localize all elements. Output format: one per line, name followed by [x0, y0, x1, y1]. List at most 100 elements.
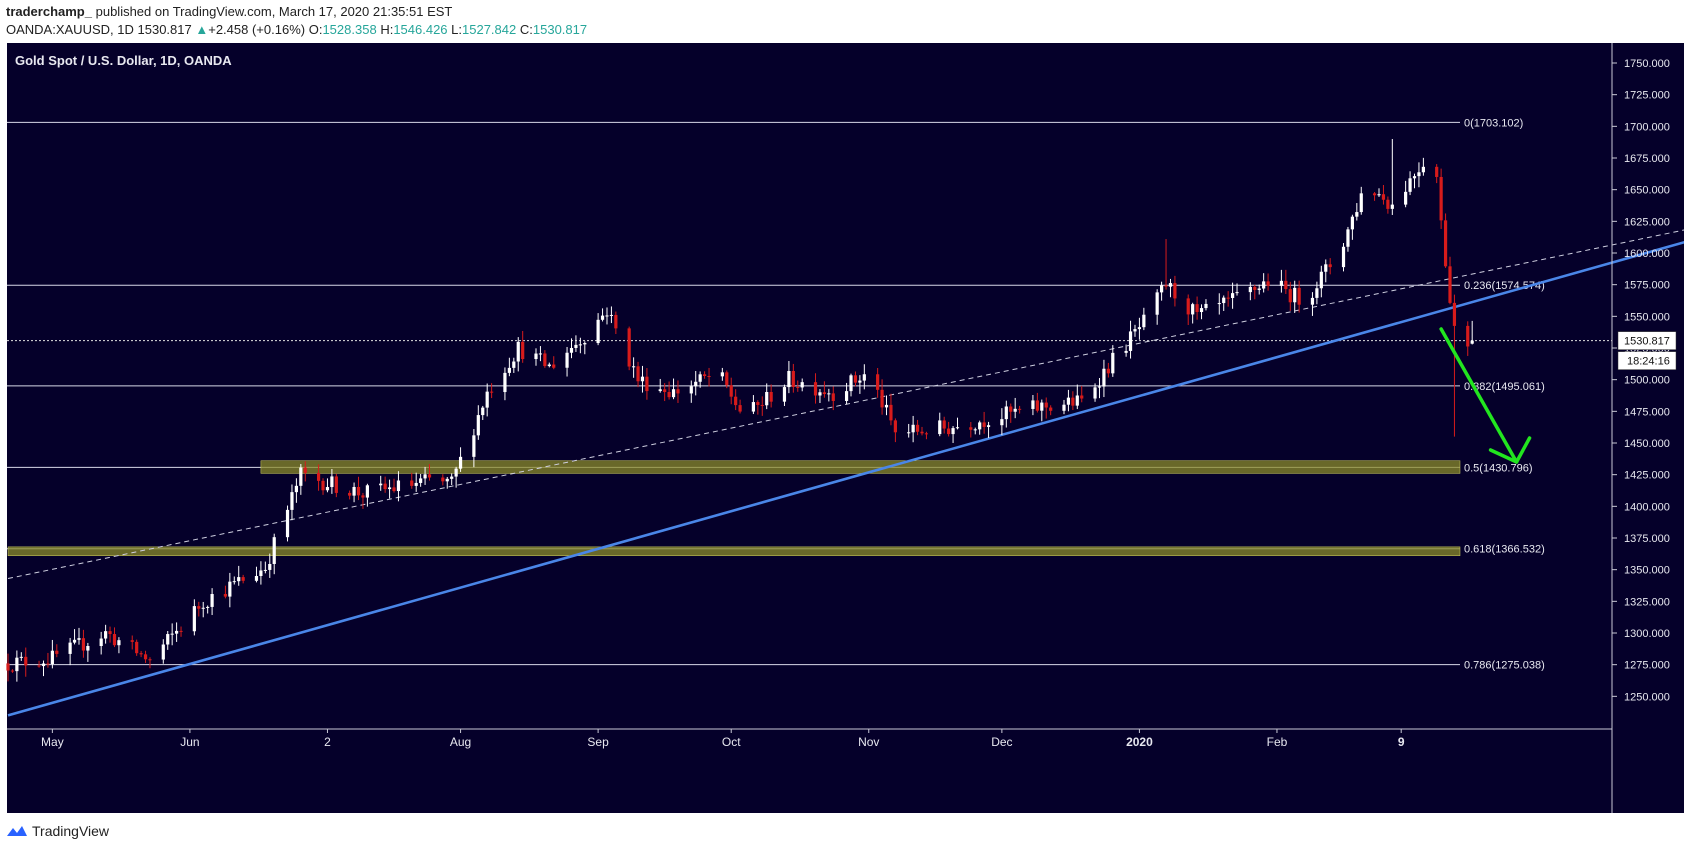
- candle-body: [414, 482, 418, 486]
- up-candle: [849, 373, 853, 397]
- time-tick-label: 2: [324, 735, 331, 749]
- up-candle: [516, 337, 520, 372]
- up-candle: [192, 599, 196, 636]
- up-candle: [77, 627, 81, 645]
- down-candle: [1186, 294, 1190, 325]
- candle-body: [15, 657, 19, 672]
- up-candle: [294, 478, 298, 503]
- candle-body: [1191, 304, 1195, 315]
- candle-body: [1173, 283, 1177, 299]
- candle-body: [698, 374, 702, 382]
- up-candle: [285, 505, 290, 542]
- down-candle: [1284, 269, 1288, 294]
- up-candle: [1124, 344, 1128, 357]
- down-candle: [46, 652, 50, 668]
- candle-body: [1009, 406, 1013, 412]
- candle-body: [334, 476, 338, 493]
- candle-body: [1080, 395, 1084, 399]
- candle-body: [1412, 176, 1417, 179]
- time-axis[interactable]: May Jun 2 Aug Sep Oct Nov Dec 2020 Feb 9: [7, 728, 1612, 749]
- up-candle: [698, 371, 702, 388]
- candle-body: [201, 607, 205, 609]
- down-candle: [1164, 239, 1168, 290]
- candle-body: [108, 631, 112, 635]
- down-candle: [81, 629, 86, 658]
- up-candle: [99, 631, 103, 655]
- up-candle: [1191, 302, 1195, 324]
- candle-body: [769, 392, 773, 402]
- price-chart[interactable]: 0(1703.102) 0.236(1574.574) 0.382(1495.061…: [0, 42, 1684, 815]
- down-candle: [1381, 184, 1386, 205]
- down-candle: [130, 635, 134, 650]
- candle-body: [1355, 212, 1359, 217]
- candle-body: [574, 344, 578, 348]
- up-candle: [299, 464, 303, 495]
- candle-body: [1248, 286, 1252, 293]
- candle-body: [1466, 325, 1470, 347]
- candle-body: [844, 391, 849, 401]
- candle-body: [1049, 407, 1053, 411]
- candle-body: [512, 361, 516, 368]
- down-candle: [1173, 275, 1177, 307]
- candle-body: [880, 389, 884, 408]
- open-label: O:: [308, 22, 323, 37]
- up-candle: [884, 395, 889, 416]
- down-candle: [924, 431, 929, 440]
- overlay-layer: [1439, 327, 1532, 464]
- candle-body: [1435, 166, 1439, 177]
- candle-body: [290, 492, 294, 510]
- candle-body: [1066, 397, 1071, 405]
- author-name[interactable]: traderchamp_: [6, 4, 92, 19]
- up-candle: [818, 389, 822, 403]
- up-candle: [86, 642, 90, 662]
- price-tick-label: 1350.000: [1624, 565, 1670, 577]
- up-candle: [1168, 278, 1173, 298]
- candle-body: [454, 468, 458, 477]
- candle-body: [1417, 172, 1421, 177]
- down-candle: [1386, 196, 1390, 214]
- up-candle: [1319, 265, 1323, 298]
- candle-body: [170, 633, 174, 635]
- up-candle: [955, 417, 960, 430]
- candle-body: [46, 663, 50, 665]
- chart-title: Gold Spot / U.S. Dollar, 1D, OANDA: [15, 53, 232, 68]
- down-candle: [969, 422, 973, 438]
- candle-body: [884, 404, 889, 408]
- candle-body: [969, 427, 973, 430]
- candle-body: [1297, 287, 1301, 305]
- candle-body: [1350, 216, 1354, 230]
- candle-body: [609, 314, 614, 316]
- candle-body: [538, 353, 543, 355]
- candle-body: [907, 432, 911, 434]
- down-candle: [760, 396, 764, 416]
- candle-body: [294, 485, 298, 493]
- candle-body: [1222, 297, 1226, 304]
- candle-body: [490, 391, 494, 393]
- high-label: H:: [380, 22, 394, 37]
- candle-body: [392, 487, 396, 492]
- price-axis[interactable]: 1250.000 1275.000 1300.000 1325.000 1350.000…: [1611, 43, 1677, 813]
- candle-body: [410, 480, 414, 486]
- candle-body: [1093, 387, 1097, 399]
- candle-body: [822, 392, 826, 395]
- candle-body: [1381, 194, 1386, 200]
- candle-body: [569, 347, 574, 353]
- candle-body: [166, 634, 170, 645]
- fib-label-0.236: 0.236(1574.574): [1464, 280, 1545, 292]
- up-candle: [1000, 408, 1004, 436]
- candle-body: [751, 402, 756, 412]
- fib-label-0.5: 0.5(1430.796): [1464, 462, 1533, 474]
- projection-arrow-head: [1488, 436, 1532, 464]
- up-candle: [583, 341, 587, 355]
- tradingview-brand[interactable]: TradingView: [6, 823, 109, 839]
- down-candle: [552, 356, 556, 370]
- candle-body: [476, 415, 480, 436]
- up-candle: [68, 637, 72, 666]
- down-candle: [627, 326, 631, 371]
- candle-body: [947, 428, 951, 435]
- down-candle: [645, 368, 649, 400]
- candle-body: [578, 344, 582, 346]
- candle-body: [427, 474, 432, 478]
- candle-body: [791, 371, 795, 387]
- candle-body: [1346, 229, 1350, 247]
